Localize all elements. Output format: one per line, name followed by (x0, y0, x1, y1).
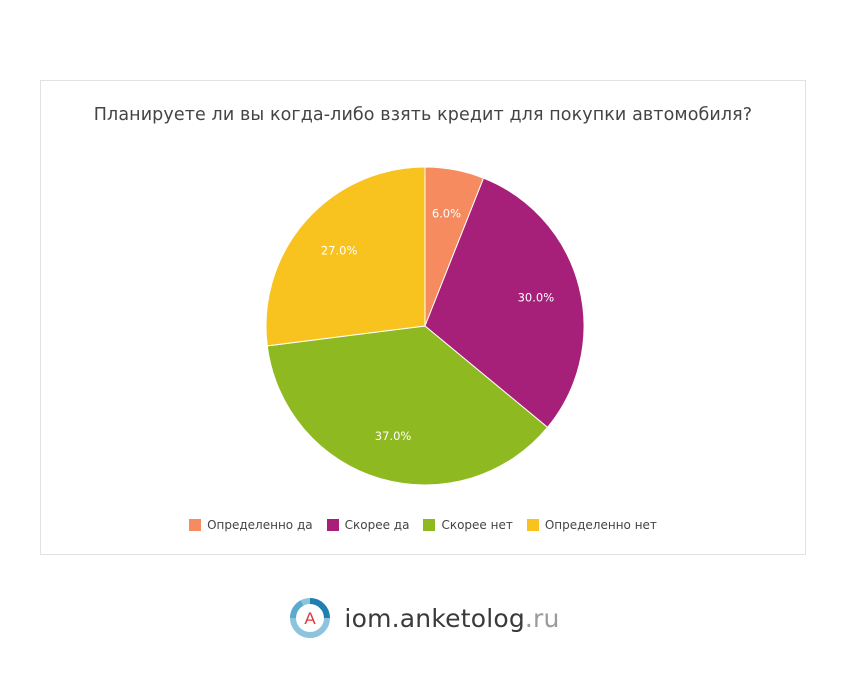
legend-item-4[interactable]: Определенно нет (526, 518, 657, 532)
pie-label-2: 30.0% (518, 291, 555, 305)
legend: Определенно да Скорее да Скорее нет Определ… (41, 518, 805, 532)
pie-slice-4 (265, 166, 426, 347)
logo-letter: A (305, 609, 317, 628)
legend-swatch (189, 519, 202, 531)
legend-item-1[interactable]: Определенно да (189, 518, 313, 532)
legend-item-3[interactable]: Скорее нет (423, 518, 513, 532)
legend-item-2[interactable]: Скорее да (326, 518, 410, 532)
chart-title: Планируете ли вы когда-либо взять кредит… (93, 105, 753, 125)
brand-name: iom.anketolog.ru (344, 604, 559, 633)
legend-swatch (526, 519, 539, 531)
legend-label: Скорее да (344, 518, 410, 532)
pie-slice-3 (266, 325, 549, 486)
pie-label-3: 37.0% (375, 429, 412, 443)
pie-label-1: 6.0% (432, 207, 461, 221)
footer-brand: A iom.anketolog.ru (0, 596, 848, 640)
anketolog-logo-icon: A (290, 598, 331, 638)
legend-swatch (423, 519, 436, 531)
legend-swatch (326, 519, 339, 531)
brand-tld: .ru (524, 603, 560, 633)
legend-label: Скорее нет (441, 518, 513, 532)
pie-slice-2 (424, 177, 585, 429)
pie-chart: 6.0% 30.0% 37.0% 27.0% (265, 166, 585, 486)
legend-label: Определенно нет (544, 518, 657, 532)
pie-label-4: 27.0% (321, 243, 358, 257)
legend-label: Определенно да (207, 518, 313, 532)
brand-domain: iom.anketolog (344, 603, 525, 633)
chart-card: Планируете ли вы когда-либо взять кредит… (40, 80, 806, 555)
